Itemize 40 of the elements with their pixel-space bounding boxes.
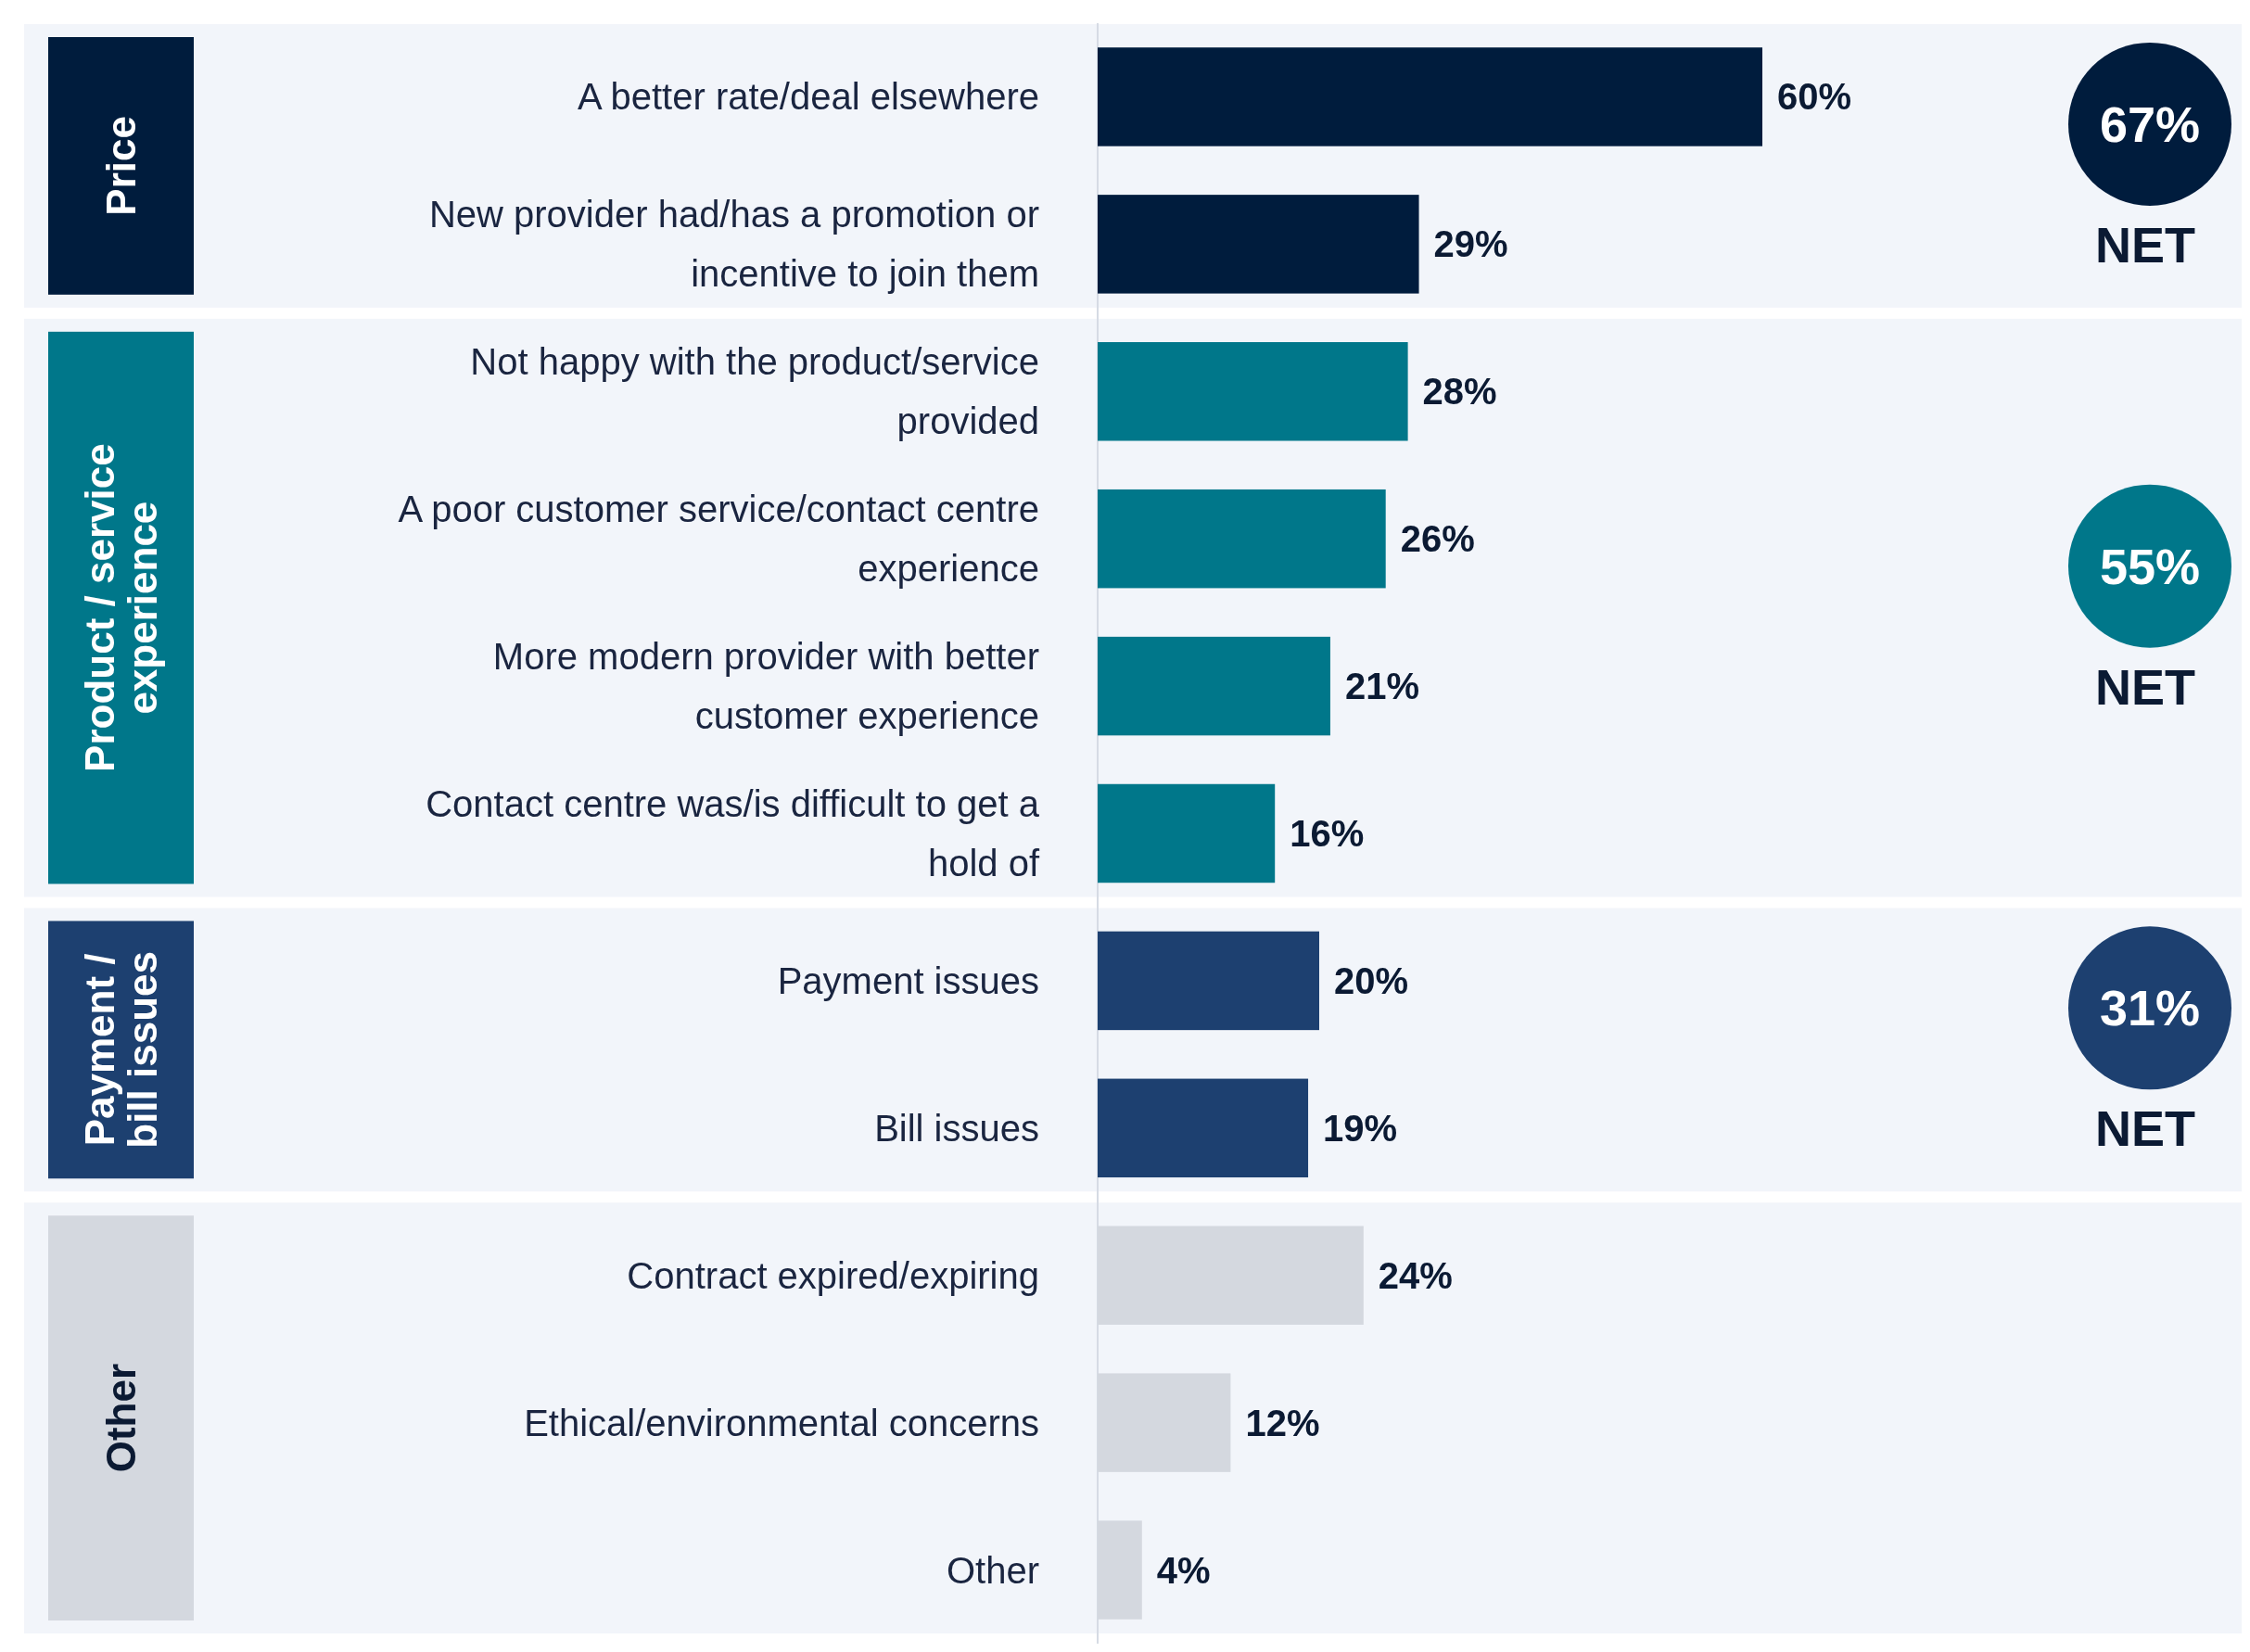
y-tick-label: New provider had/has a promotion or incentive to join them [428, 194, 1039, 295]
data-label: 29% [1433, 223, 1508, 265]
text: 67% [2099, 95, 2201, 152]
y-tick-label: Ethical/environmental concerns [524, 1402, 1039, 1443]
bar [1098, 489, 1386, 589]
band-label: Price [98, 116, 145, 216]
text: NET [2095, 658, 2196, 715]
data-label: 19% [1323, 1107, 1398, 1149]
y-tick-label: Not happy with the product/service provided [470, 341, 1039, 442]
data-label: 16% [1290, 813, 1365, 854]
y-tick-label: Other [946, 1549, 1039, 1591]
data-label: 26% [1400, 518, 1475, 560]
y-tick-label: More modern provider with better customer experience [492, 636, 1039, 737]
text: 55% [2099, 538, 2201, 594]
data-label: 28% [1422, 371, 1497, 413]
data-label: 21% [1344, 666, 1420, 707]
data-label: 20% [1334, 959, 1409, 1001]
y-tick-label: Contact centre was/is difficult to get a hold of [426, 783, 1040, 883]
band-label: Payment / bill issues [77, 950, 166, 1149]
band-label: Product / service experience [77, 443, 166, 772]
text: NET [2095, 1100, 2196, 1157]
bar [1098, 47, 1762, 146]
bar [1098, 931, 1319, 1031]
bar [1098, 783, 1276, 883]
y-tick-label: A poor customer service/contact centre experience [398, 489, 1039, 590]
y-tick-label: Contract expired/expiring [627, 1254, 1039, 1296]
bar [1098, 195, 1419, 294]
band-label: Other [98, 1363, 145, 1473]
y-tick-label: A better rate/deal elsewhere [577, 76, 1039, 118]
y-tick-label: Payment issues [777, 959, 1039, 1001]
y-tick-label: Bill issues [874, 1107, 1039, 1149]
bar [1098, 1078, 1309, 1178]
bar [1098, 342, 1408, 441]
data-label: 4% [1156, 1549, 1211, 1591]
bar [1098, 636, 1330, 736]
data-label: 24% [1378, 1254, 1453, 1296]
data-label: 60% [1777, 76, 1852, 118]
data-label: 12% [1245, 1402, 1320, 1443]
text: 31% [2099, 980, 2201, 1036]
text: NET [2095, 216, 2196, 273]
